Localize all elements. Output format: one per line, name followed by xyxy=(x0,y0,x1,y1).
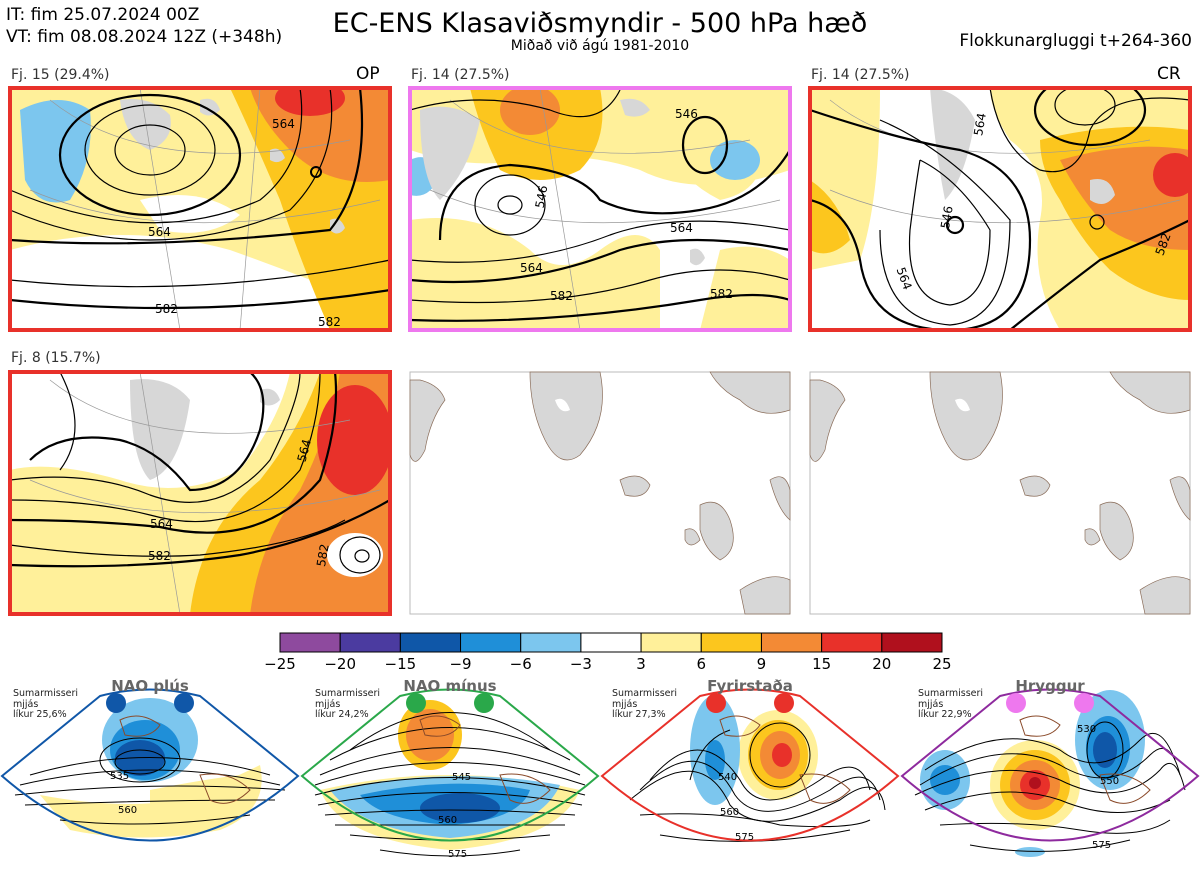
panel-2-contour-label: 582 xyxy=(550,289,573,303)
regime-4-contour-label: 575 xyxy=(1092,840,1111,851)
colorbar-tick-label: −3 xyxy=(569,655,592,673)
regime-dot xyxy=(774,693,794,713)
panel-4-map xyxy=(10,372,390,614)
colorbar-segment xyxy=(821,632,883,653)
regime-dot xyxy=(1006,693,1026,713)
initial-time: IT: fim 25.07.2024 00Z xyxy=(6,5,200,25)
colorbar-segment xyxy=(700,632,762,653)
regime-4-name: Hryggur xyxy=(1015,677,1085,695)
regime-1-contour-label: 535 xyxy=(110,771,129,782)
regime-3-contour-label: 560 xyxy=(720,807,739,818)
panel-2-contour-label: 546 xyxy=(533,184,551,209)
panel-6-map xyxy=(809,371,1191,615)
regime-3-info: Sumarmisseri mjjás líkur 27,3% xyxy=(612,688,678,720)
valid-time: VT: fim 08.08.2024 12Z (+348h) xyxy=(6,27,283,47)
regime-dot xyxy=(474,693,494,713)
panel-3-tag: CR xyxy=(1157,64,1181,84)
panel-1-contour-label: 582 xyxy=(318,315,341,329)
regime-2-contour-label: 575 xyxy=(448,849,467,860)
panel-4-contour-label: 582 xyxy=(148,549,171,563)
page-title: EC-ENS Klasaviðsmyndir - 500 hPa hæð xyxy=(332,8,868,39)
colorbar-tick-label: −9 xyxy=(449,655,472,673)
panel-1-label: Fj. 15 (29.4%) xyxy=(11,67,110,83)
regime-dot xyxy=(706,693,726,713)
panel-4-contour-label: 564 xyxy=(295,438,314,464)
colorbar-tick-label: 9 xyxy=(756,655,767,673)
colorbar-segment xyxy=(279,632,341,653)
panel-1-tag: OP xyxy=(356,64,380,84)
panel-2-contour-label: 564 xyxy=(670,221,693,235)
page-subtitle: Miðað við ágú 1981-2010 xyxy=(510,38,690,54)
classification-window: Flokkunargluggi t+264-360 xyxy=(959,31,1192,51)
panel-4-contour-label: 582 xyxy=(314,543,332,568)
panel-2-map xyxy=(410,88,790,330)
panel-4-frame xyxy=(8,370,392,616)
colorbar-tick-label: −15 xyxy=(384,655,417,673)
regime-2-info: Sumarmisseri mjjás líkur 24,2% xyxy=(315,688,381,720)
panel-2-label: Fj. 14 (27.5%) xyxy=(411,67,510,83)
colorbar xyxy=(279,632,943,653)
colorbar-tick-label: −6 xyxy=(509,655,532,673)
panel-3-contour-label: 546 xyxy=(938,205,956,230)
regime-3-contour-label: 540 xyxy=(718,772,737,783)
regime-4-contour-label: 530 xyxy=(1077,724,1096,735)
panel-2-contour-label: 564 xyxy=(520,261,543,275)
panel-1-contour-label: 564 xyxy=(272,117,295,131)
panel-4-contour-label: 564 xyxy=(150,517,173,531)
regime-3-contour-label: 575 xyxy=(735,832,754,843)
regime-dot xyxy=(406,693,426,713)
regime-ridge-map xyxy=(900,688,1200,857)
regime-dots xyxy=(106,693,1094,713)
colorbar-segment xyxy=(339,632,401,653)
panel-5-map xyxy=(409,371,791,615)
regime-dot xyxy=(1074,693,1094,713)
regime-dot xyxy=(106,693,126,713)
regime-1-contour-label: 560 xyxy=(118,805,137,816)
colorbar-tick-label: 20 xyxy=(872,655,892,673)
regime-3-name: Fyrirstaða xyxy=(707,677,793,695)
colorbar-segment xyxy=(881,632,943,653)
header-left: IT: fim 25.07.2024 00Z VT: fim 08.08.202… xyxy=(6,4,282,48)
panel-3-frame xyxy=(808,86,1192,332)
panel-1-map xyxy=(10,88,390,330)
panel-4-label: Fj. 8 (15.7%) xyxy=(11,350,101,366)
colorbar-tick-label: 25 xyxy=(932,655,952,673)
panel-1-contour-label: 564 xyxy=(148,225,171,239)
colorbar-tick-label: −20 xyxy=(324,655,356,673)
regime-nao-plus-map xyxy=(0,688,300,842)
colorbar-tick-label: 6 xyxy=(696,655,707,673)
regime-nao-minus-map xyxy=(300,688,600,857)
colorbar-segment xyxy=(520,632,582,653)
panel-3-map xyxy=(810,88,1190,330)
panel-3-label: Fj. 14 (27.5%) xyxy=(811,67,910,83)
colorbar-tick-label: 15 xyxy=(812,655,832,673)
colorbar-segment xyxy=(399,632,462,653)
regime-2-contour-label: 560 xyxy=(438,815,457,826)
regime-blocking-map xyxy=(600,688,900,842)
colorbar-segment xyxy=(760,632,823,653)
colorbar-segment xyxy=(640,632,702,653)
panel-2-frame xyxy=(408,86,792,332)
regime-2-name: NAO mínus xyxy=(403,677,497,695)
colorbar-tick-label: 3 xyxy=(636,655,646,673)
regime-2-contour-label: 545 xyxy=(452,772,471,783)
panel-2-contour-label: 582 xyxy=(710,287,733,301)
regime-4-info: Sumarmisseri mjjás líkur 22,9% xyxy=(918,688,984,720)
colorbar-segment xyxy=(460,632,522,653)
regime-1-name: NAO plús xyxy=(111,677,189,695)
regime-1-info: Sumarmisseri mjjás líkur 25,6% xyxy=(13,688,79,720)
panel-1-frame xyxy=(8,86,392,332)
regime-maps: 535 560 545 560 575 xyxy=(0,688,1200,860)
panel-2-contour-label: 546 xyxy=(675,107,698,121)
regime-4-contour-label: 550 xyxy=(1100,776,1119,787)
panel-3-contour-label: 564 xyxy=(971,112,989,137)
colorbar-tick-label: −25 xyxy=(264,655,296,673)
panel-1-contour-label: 582 xyxy=(155,302,178,316)
regime-dot xyxy=(174,693,194,713)
colorbar-segment xyxy=(580,632,642,653)
